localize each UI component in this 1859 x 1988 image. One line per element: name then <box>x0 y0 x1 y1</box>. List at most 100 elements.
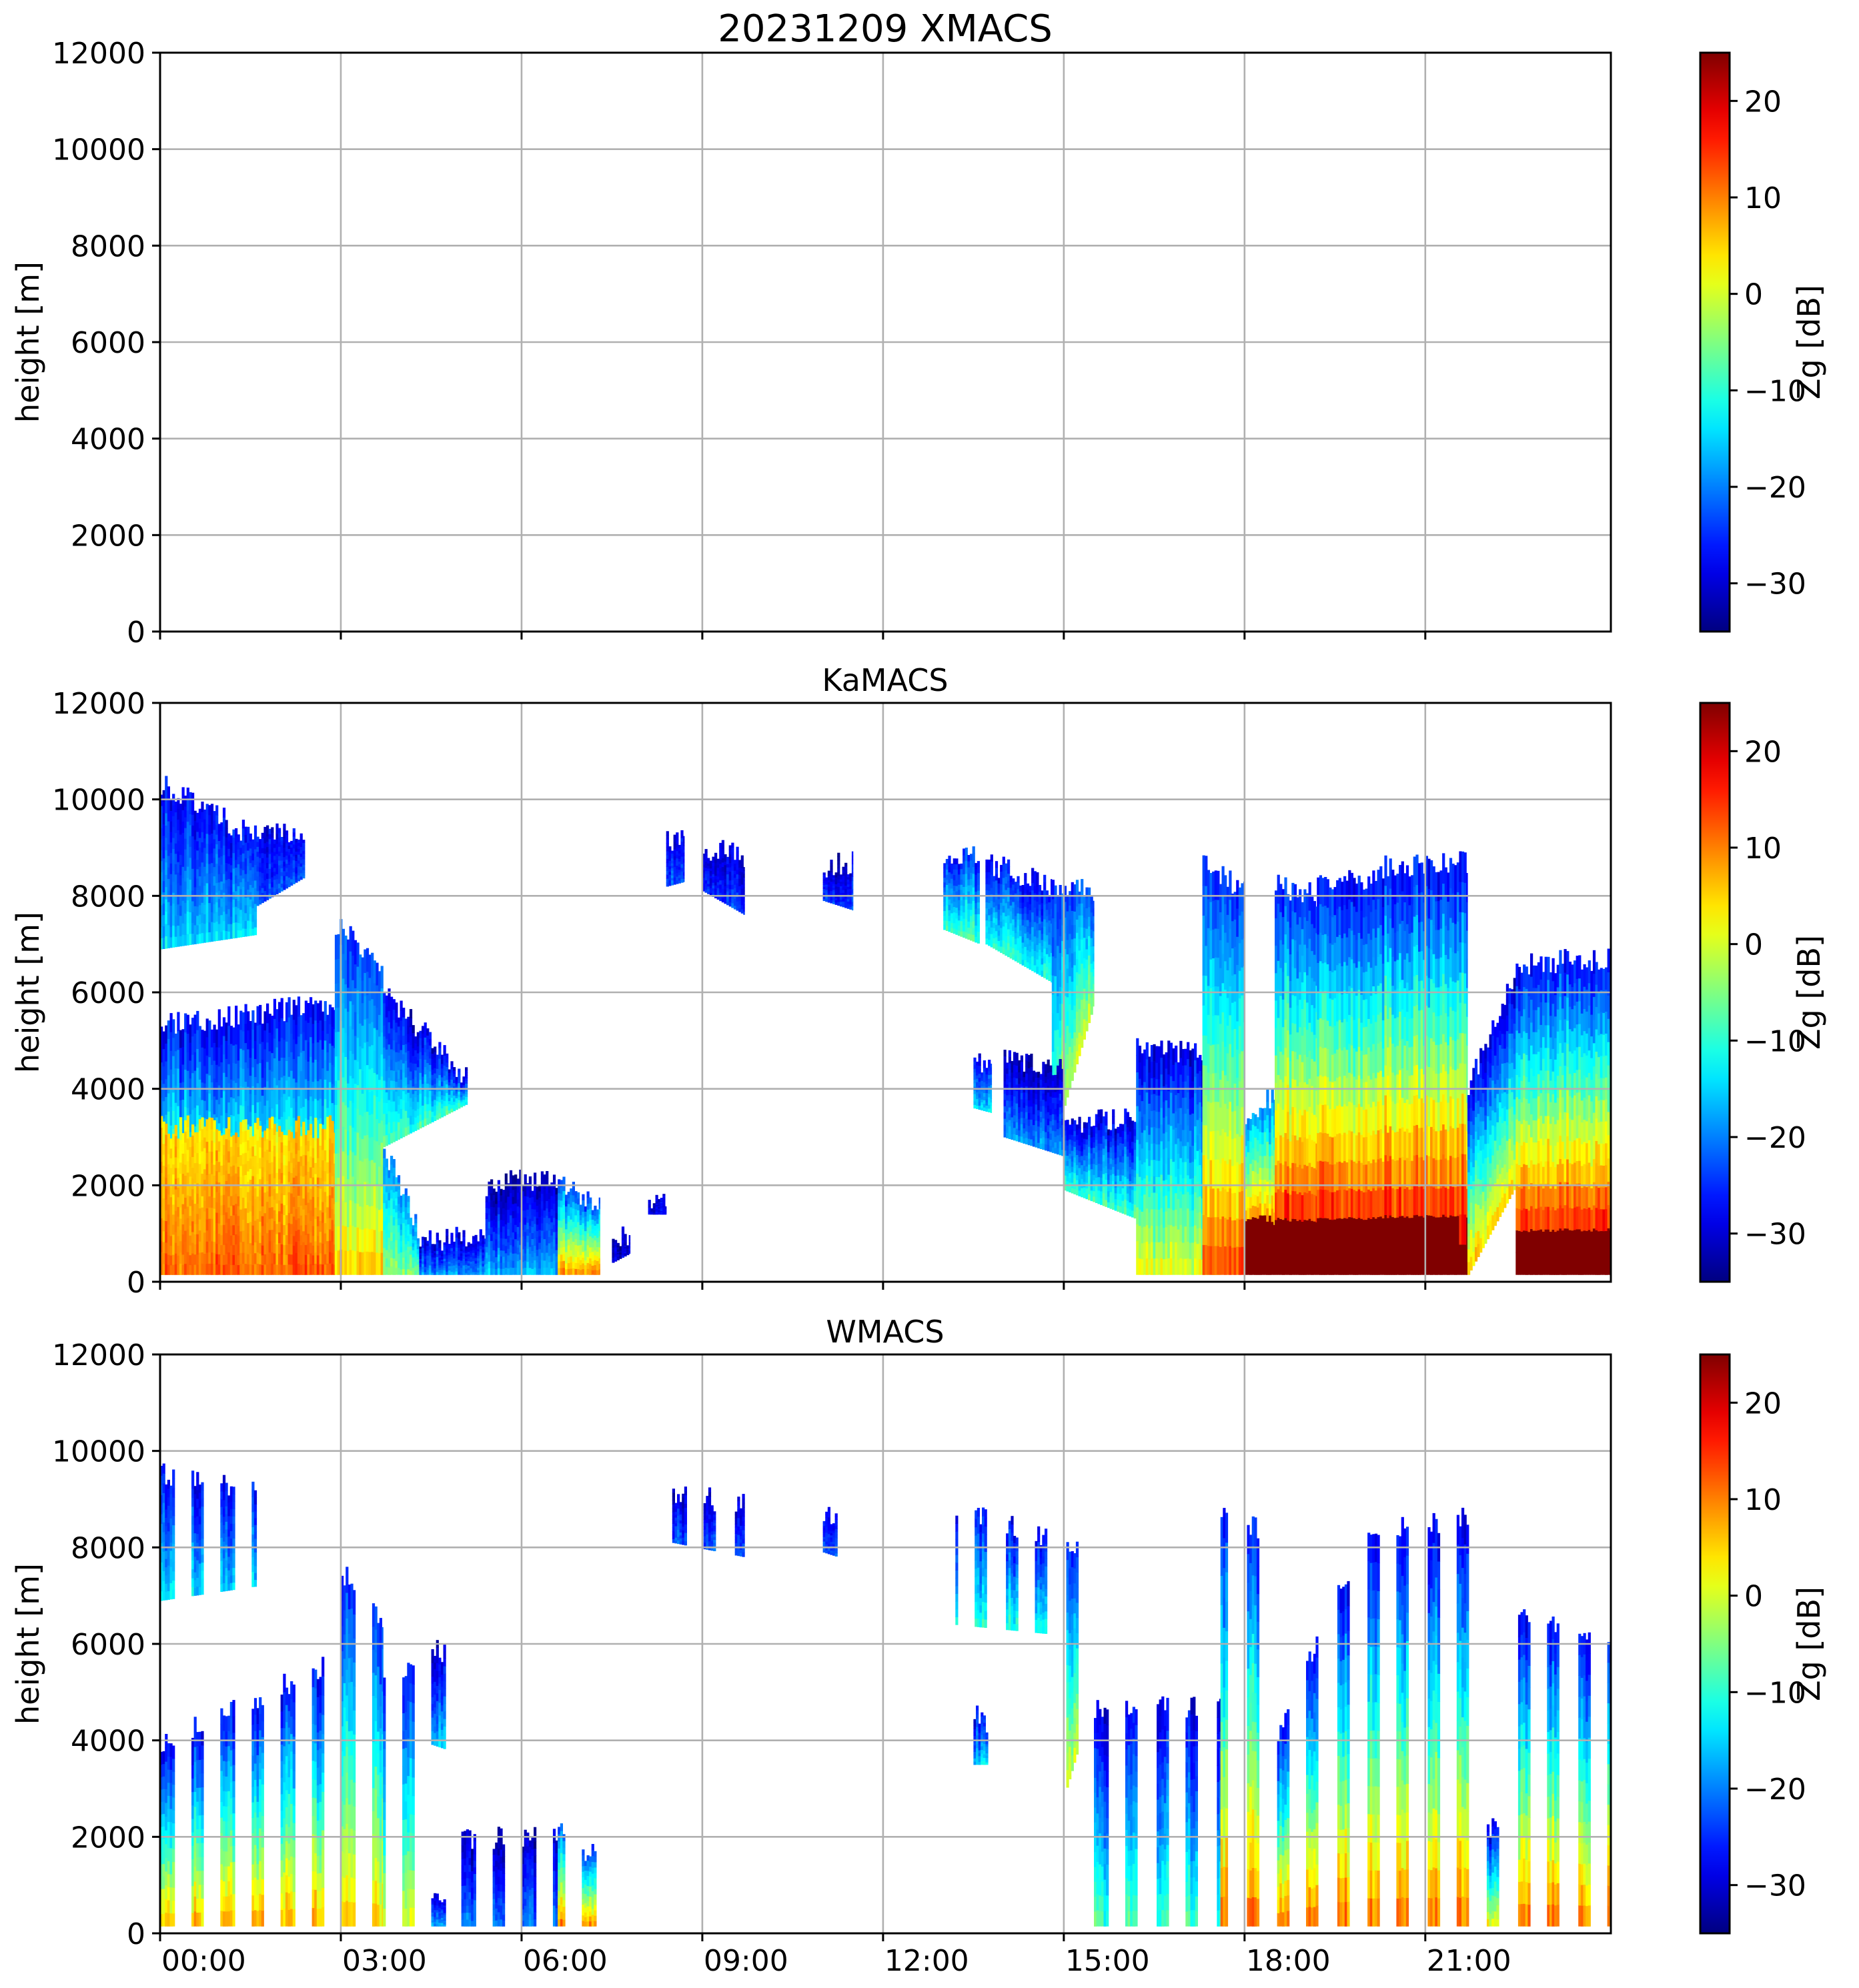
echo-cell <box>388 1222 391 1230</box>
echo-cell <box>424 1266 427 1270</box>
echo-cell <box>402 1268 406 1275</box>
echo-cell <box>536 1255 539 1262</box>
echo-cell <box>482 1249 485 1253</box>
echo-cell <box>331 1198 334 1209</box>
echo-cell <box>409 1254 413 1259</box>
echo-cell <box>299 1146 303 1156</box>
echo-cell <box>562 1225 566 1233</box>
echo-cell <box>278 842 281 847</box>
echo-cell <box>356 1061 360 1086</box>
echo-cell <box>504 1267 508 1275</box>
echo-cell <box>453 1073 456 1077</box>
echo-cell <box>579 1210 582 1216</box>
echo-cell <box>324 1243 327 1254</box>
echo-cell <box>426 1069 430 1077</box>
echo-cell <box>516 1178 520 1186</box>
echo-cell <box>172 1056 175 1074</box>
echo-cell <box>314 1151 318 1163</box>
echo-cell <box>419 1250 422 1253</box>
echo-cell <box>436 1068 439 1074</box>
echo-cell <box>253 833 257 842</box>
echo-cell <box>436 1091 439 1097</box>
echo-cell <box>528 1239 532 1247</box>
echo-cell <box>244 897 247 906</box>
echo-cell <box>312 1245 315 1256</box>
echo-cell <box>184 1263 187 1275</box>
echo-cell <box>259 1178 262 1190</box>
echo-cell <box>450 1061 454 1066</box>
echo-cell <box>177 1068 180 1088</box>
echo-cell <box>431 1248 434 1251</box>
echo-cell <box>347 1154 350 1180</box>
echo-cell <box>331 1007 334 1027</box>
echo-cell <box>160 1044 163 1063</box>
echo-cell <box>273 1124 276 1135</box>
echo-cell <box>191 1018 195 1037</box>
echo-cell <box>309 1264 313 1275</box>
echo-cell <box>292 844 295 849</box>
echo-cell <box>266 1190 269 1202</box>
echo-cell <box>536 1199 539 1206</box>
echo-cell <box>412 1070 415 1079</box>
echo-cell <box>225 1222 228 1234</box>
echo-cell <box>390 1223 394 1233</box>
echo-cell <box>328 1004 332 1024</box>
echo-cell <box>570 1200 573 1208</box>
echo-cell <box>227 1025 231 1045</box>
echo-cell <box>488 1221 491 1229</box>
echo-cell <box>287 874 291 878</box>
echo-cell <box>184 1197 187 1209</box>
echo-cell <box>516 1247 520 1254</box>
echo-cell <box>349 1150 352 1176</box>
echo-cell <box>295 1241 298 1253</box>
echo-cell <box>426 1255 430 1258</box>
echo-cell <box>297 996 301 1017</box>
echo-cell <box>217 832 221 841</box>
echo-cell <box>385 1200 388 1209</box>
echo-cell <box>247 1233 250 1244</box>
echo-cell <box>261 1186 264 1197</box>
echo-cell <box>263 1223 267 1234</box>
echo-cell <box>160 926 163 938</box>
echo-cell <box>299 1234 303 1246</box>
echo-cell <box>285 859 289 864</box>
echo-cell <box>422 1069 425 1077</box>
echo-cell <box>465 1270 468 1273</box>
echo-cell <box>229 1061 233 1080</box>
echo-cell <box>334 1202 338 1226</box>
echo-cell <box>412 1040 415 1048</box>
echo-cell <box>392 1266 396 1275</box>
echo-cell <box>280 883 283 888</box>
echo-cell <box>285 1234 289 1245</box>
echo-cell <box>342 978 345 1004</box>
echo-cell <box>201 892 204 903</box>
echo-cell <box>584 1245 588 1251</box>
echo-cell <box>519 1252 522 1260</box>
echo-cell <box>162 1048 165 1067</box>
echo-cell <box>562 1232 566 1240</box>
echo-cell <box>261 878 264 884</box>
echo-cell <box>244 1252 247 1264</box>
echo-cell <box>524 1267 527 1275</box>
echo-cell <box>400 1195 403 1202</box>
echo-cell <box>280 1116 283 1137</box>
echo-cell <box>434 1250 437 1254</box>
echo-cell <box>235 1006 238 1026</box>
echo-cell <box>428 1271 432 1275</box>
echo-cell <box>203 1242 207 1254</box>
echo-cell <box>297 1195 301 1207</box>
echo-cell <box>193 1142 197 1153</box>
echo-cell <box>552 1196 556 1204</box>
echo-cell <box>186 877 189 890</box>
echo-cell <box>495 1244 498 1252</box>
echo-cell <box>397 1210 401 1218</box>
echo-cell <box>227 908 231 917</box>
echo-cell <box>312 1264 315 1275</box>
echo-cell <box>307 1182 310 1193</box>
echo-cell <box>364 1042 367 1066</box>
echo-cell <box>271 1263 274 1275</box>
echo-cell <box>450 1247 454 1251</box>
echo-cell <box>536 1205 539 1212</box>
echo-cell <box>290 1234 293 1244</box>
echo-cell <box>453 1095 456 1099</box>
